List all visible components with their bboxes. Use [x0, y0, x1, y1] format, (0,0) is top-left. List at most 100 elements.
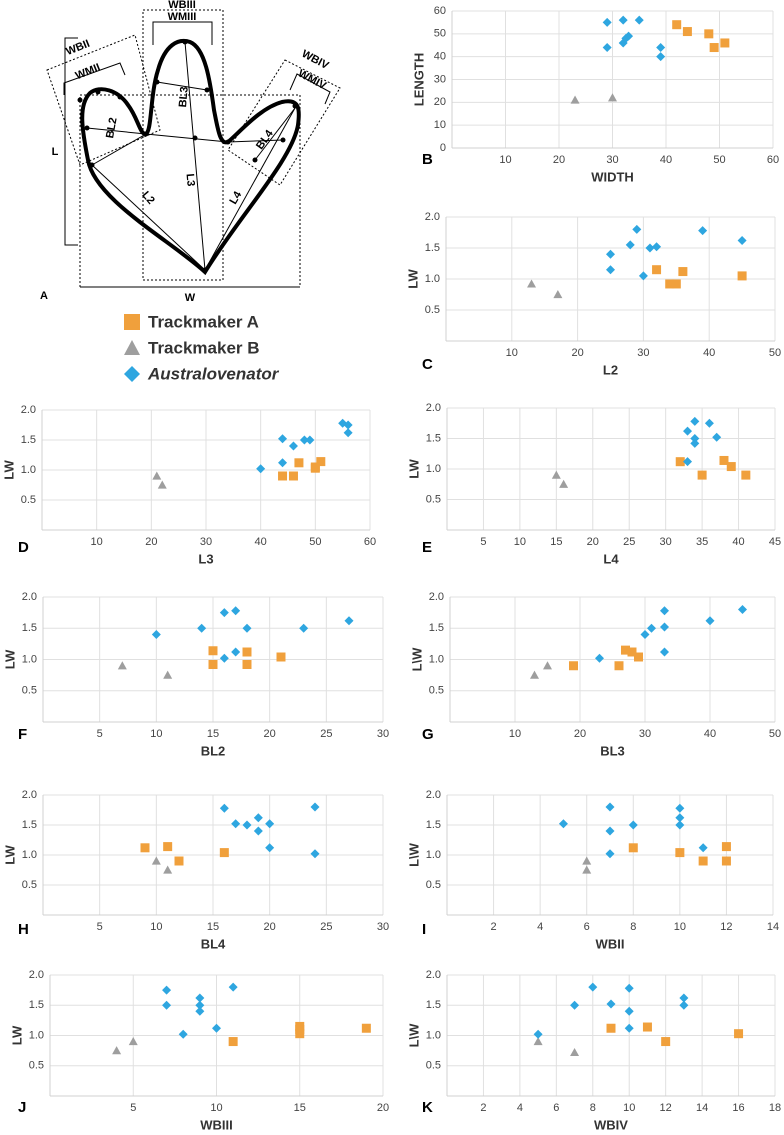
- marker-diamond: [595, 653, 604, 663]
- marker-diamond: [219, 803, 229, 813]
- marker-diamond: [698, 843, 708, 853]
- l2-line: [91, 164, 206, 271]
- marker-diamond: [737, 236, 747, 246]
- marker-square: [606, 1023, 616, 1033]
- base-line: [145, 133, 229, 143]
- x-axis-label: L3: [198, 551, 213, 566]
- marker-diamond: [698, 226, 708, 236]
- marker-triangle: [151, 856, 161, 865]
- marker-diamond: [305, 435, 315, 445]
- marker-diamond: [690, 416, 700, 426]
- marker-diamond: [195, 993, 205, 1003]
- marker-square: [661, 1037, 671, 1047]
- y-tick-label: 1.0: [426, 849, 441, 861]
- wbiii-box: [142, 9, 224, 281]
- x-axis-label: BL3: [600, 743, 625, 758]
- x-tick-label: 10: [514, 536, 526, 548]
- x-tick-label: 18: [769, 1102, 781, 1114]
- marker-diamond: [660, 622, 669, 632]
- marker-diamond: [683, 426, 693, 436]
- marker-diamond: [310, 802, 320, 812]
- x-tick-label: 15: [294, 1102, 306, 1114]
- marker-square: [682, 27, 692, 37]
- marker-square: [719, 455, 729, 465]
- x-tick-label: 30: [200, 536, 212, 548]
- x-tick-label: 30: [637, 347, 649, 359]
- l-line: [64, 37, 78, 246]
- y-axis-label: L\W: [406, 842, 421, 867]
- label: WBII: [64, 38, 91, 58]
- marker-square: [628, 843, 638, 853]
- x-tick-label: 50: [309, 536, 321, 548]
- x-tick-label: 5: [97, 921, 103, 933]
- marker-square: [288, 471, 298, 481]
- marker-diamond: [624, 1006, 634, 1016]
- label: BL3: [177, 86, 191, 108]
- x-tick-label: 30: [660, 536, 672, 548]
- x-tick-label: 40: [704, 728, 716, 740]
- y-axis-label: L\W: [409, 647, 424, 672]
- wbii-box: [46, 34, 161, 166]
- x-tick-label: 15: [207, 728, 219, 740]
- x-tick-label: 50: [713, 154, 725, 166]
- marker-square: [614, 661, 624, 671]
- marker-diamond: [602, 17, 612, 27]
- marker-square: [242, 660, 252, 669]
- marker-diamond: [299, 435, 309, 445]
- marker-diamond: [231, 819, 241, 829]
- marker-diamond: [683, 457, 693, 467]
- marker-diamond: [162, 1000, 172, 1010]
- panel-letter: G: [422, 726, 434, 743]
- marker-diamond: [231, 647, 241, 657]
- marker-square: [642, 1022, 652, 1032]
- panel-letter: C: [422, 356, 433, 373]
- marker-diamond: [624, 1023, 634, 1033]
- marker-triangle: [533, 1037, 543, 1046]
- marker-diamond: [632, 224, 642, 234]
- legend-label: Trackmaker B: [148, 338, 260, 357]
- x-tick-label: 6: [553, 1102, 559, 1114]
- marker-diamond: [195, 1000, 205, 1010]
- x-tick-label: 20: [571, 347, 583, 359]
- panel-letter: E: [422, 539, 432, 556]
- marker-diamond: [705, 616, 715, 626]
- marker-square: [276, 652, 286, 662]
- y-tick-label: 2.0: [429, 591, 444, 603]
- marker-diamond: [219, 608, 229, 618]
- scatter-chart: 0.5 1.0 1.5 2.0 10 20 30 40 50 60 L3 LW D: [1, 404, 376, 567]
- marker-triangle: [551, 470, 561, 479]
- marker-diamond: [660, 606, 669, 616]
- y-tick-label: 2.0: [425, 211, 440, 223]
- y-tick-label: 1.0: [22, 653, 37, 665]
- x-tick-label: 8: [590, 1102, 596, 1114]
- marker-diamond: [533, 1029, 543, 1039]
- y-tick-label: 40: [434, 51, 446, 63]
- marker-diamond: [624, 31, 634, 41]
- marker-square: [720, 38, 730, 48]
- marker-diamond: [343, 420, 353, 430]
- marker-diamond: [690, 434, 700, 443]
- x-tick-label: 4: [537, 921, 543, 933]
- marker-square: [665, 279, 675, 289]
- y-axis-label: LENGTH: [411, 53, 426, 106]
- landmark: [77, 97, 83, 103]
- marker-diamond: [634, 15, 644, 25]
- marker-square: [278, 471, 288, 481]
- marker-square: [208, 646, 218, 656]
- y-tick-label: 2.0: [426, 969, 441, 981]
- marker-diamond: [625, 240, 635, 250]
- x-tick-label: 20: [264, 921, 276, 933]
- x-tick-label: 15: [550, 536, 562, 548]
- panel-letter: H: [18, 921, 29, 938]
- marker-square: [721, 856, 731, 866]
- l3-line: [184, 41, 206, 271]
- landmarks: [77, 39, 298, 273]
- landmark: [280, 137, 286, 143]
- label: WMIII: [168, 11, 197, 23]
- landmark: [117, 94, 123, 100]
- panel-letter: B: [422, 151, 433, 168]
- marker-diamond: [299, 623, 309, 633]
- marker-diamond: [679, 1000, 689, 1010]
- scatter-chart: 0.5 1.0 1.5 2.0 5 10 15 20 25 30 BL4 LW H: [2, 789, 389, 952]
